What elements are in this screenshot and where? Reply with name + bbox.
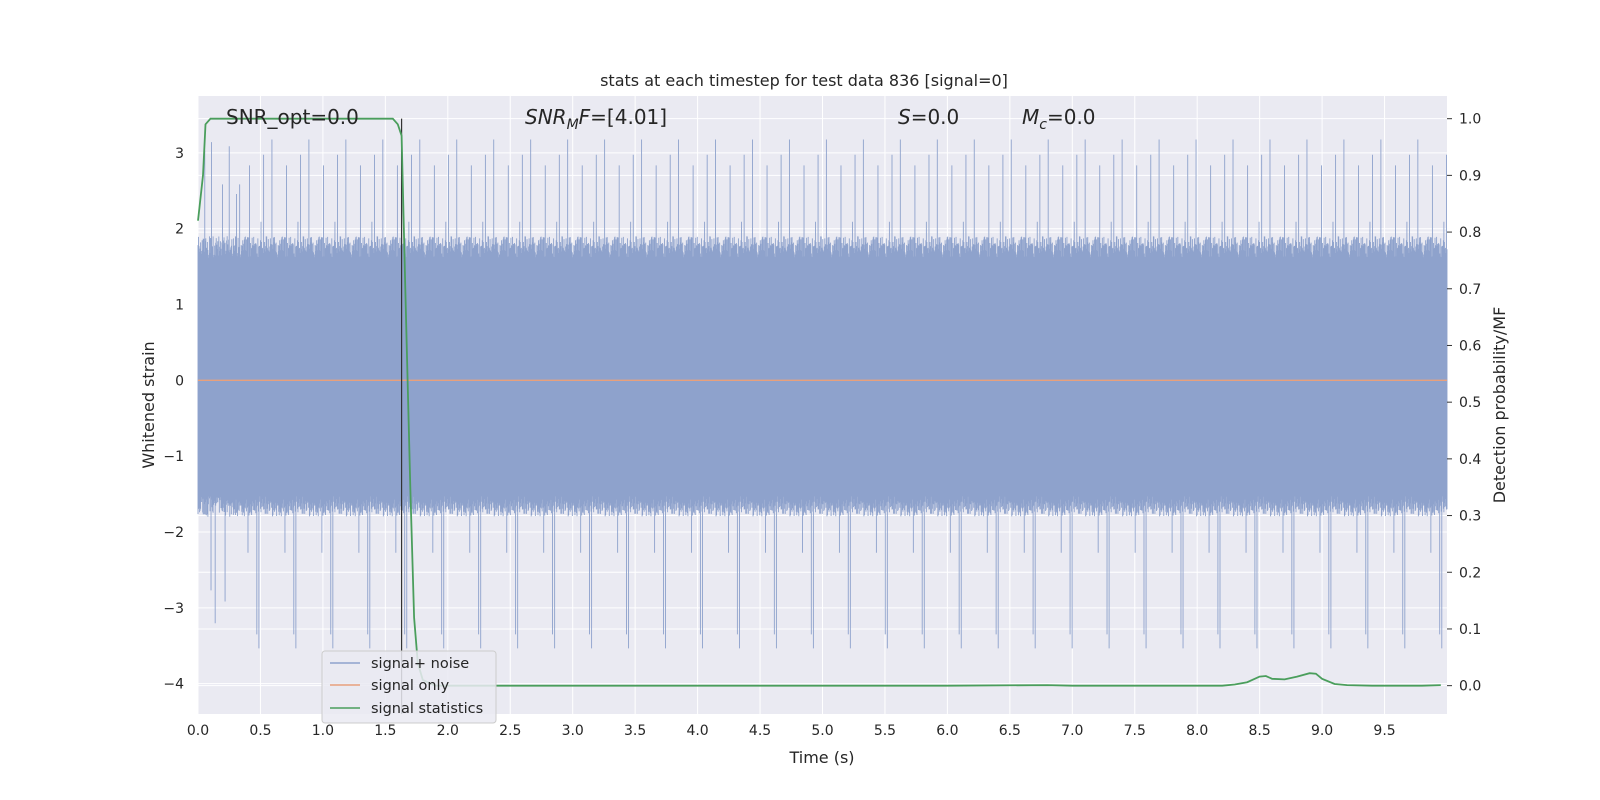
x-tick-label: 4.5	[749, 723, 771, 739]
x-tick-label: 8.0	[1186, 723, 1208, 739]
signal-statistics-line	[197, 117, 1441, 687]
legend-label-signal-only: signal only	[371, 678, 450, 694]
x-tick-label: 1.5	[374, 723, 396, 739]
y-right-tick-labels: 1.0 0.9 0.8 0.7 0.6 0.5 0.4 0.3 0.2 0.1 0.0	[1447, 112, 1481, 695]
x-tick-labels: 0.0 0.5 1.0 1.5 2.0 2.5 3.0 3.5 4.0 4.5 5.0 5.5 6.0 6…	[187, 723, 1396, 739]
chart-title: stats at each timestep for test data 836…	[600, 71, 1008, 90]
y-left-tick-label: −2	[163, 525, 184, 541]
snr-mf-main: SNR	[525, 105, 567, 129]
y-right-tick-label: 0.2	[1459, 565, 1481, 581]
y-left-tick-label: −3	[163, 601, 184, 617]
x-tick-label: 3.5	[624, 723, 646, 739]
y-right-tick-label: 1.0	[1459, 112, 1481, 128]
y-right-tick-label: 0.0	[1459, 679, 1481, 695]
series-lines	[197, 117, 1447, 714]
y-right-tick-label: 0.7	[1459, 282, 1481, 298]
y-right-tick-label: 0.8	[1459, 225, 1481, 241]
x-tick-label: 2.0	[437, 723, 459, 739]
x-tick-label: 6.5	[999, 723, 1021, 739]
x-tick-label: 0.5	[249, 723, 271, 739]
annotation-snr-mf: SNRMF=[4.01]	[525, 105, 667, 133]
annotation-snr-opt: SNR_opt=0.0	[226, 105, 359, 129]
y-left-tick-label: −4	[163, 677, 184, 693]
y-right-tick-label: 0.4	[1459, 452, 1481, 468]
y-right-tick-label: 0.5	[1459, 395, 1481, 411]
annotations: SNR_opt=0.0 SNRMF=[4.01] S=0.0 Mc=0.0	[226, 105, 1096, 133]
s-symbol: S	[898, 105, 911, 129]
mc-sub: c	[1039, 117, 1047, 133]
x-axis-label: Time (s)	[788, 748, 854, 767]
x-tick-label: 7.0	[1061, 723, 1083, 739]
legend-label-signal-noise: signal+ noise	[371, 656, 469, 672]
x-tick-label: 8.5	[1249, 723, 1271, 739]
x-tick-label: 0.0	[187, 723, 209, 739]
y-left-tick-label: 2	[175, 222, 184, 238]
annotation-s: S=0.0	[898, 105, 959, 129]
y-right-axis-label: Detection probability/MF	[1490, 307, 1509, 504]
x-tick-label: 7.5	[1124, 723, 1146, 739]
legend-label-signal-statistics: signal statistics	[371, 701, 483, 717]
x-tick-label: 2.5	[499, 723, 521, 739]
x-tick-label: 6.0	[936, 723, 958, 739]
mc-value: =0.0	[1047, 105, 1096, 129]
snr-mf-value: =[4.01]	[590, 105, 667, 129]
mc-symbol: M	[1022, 105, 1039, 129]
legend-box	[321, 650, 497, 724]
y-right-tick-label: 0.1	[1459, 622, 1481, 638]
x-tick-label: 3.0	[562, 723, 584, 739]
s-value: =0.0	[911, 105, 960, 129]
x-tick-label: 5.0	[811, 723, 833, 739]
snr-mf-rest: F	[579, 105, 591, 129]
x-tick-label: 4.0	[686, 723, 708, 739]
y-left-tick-label: 1	[175, 298, 184, 314]
y-right-tick-label: 0.9	[1459, 168, 1481, 184]
legend: signal+ noise signal only signal statist…	[321, 650, 497, 724]
y-right-tick-label: 0.6	[1459, 338, 1481, 354]
y-right-tick-label: 0.3	[1459, 509, 1481, 525]
x-tick-label: 5.5	[874, 723, 896, 739]
x-tick-label: 9.5	[1373, 723, 1395, 739]
snr-mf-sub: M	[567, 117, 579, 133]
x-tick-label: 1.0	[312, 723, 334, 739]
y-left-axis-label: Whitened strain	[139, 341, 158, 468]
y-left-tick-label: 3	[175, 146, 184, 162]
plot-area	[197, 96, 1448, 714]
x-tick-label: 9.0	[1311, 723, 1333, 739]
y-left-tick-label: −1	[163, 449, 184, 465]
y-left-tick-label: 0	[175, 373, 184, 389]
y-left-tick-labels: 3 2 1 0 −1 −2 −3 −4	[163, 146, 184, 693]
annotation-mc: Mc=0.0	[1022, 105, 1096, 133]
